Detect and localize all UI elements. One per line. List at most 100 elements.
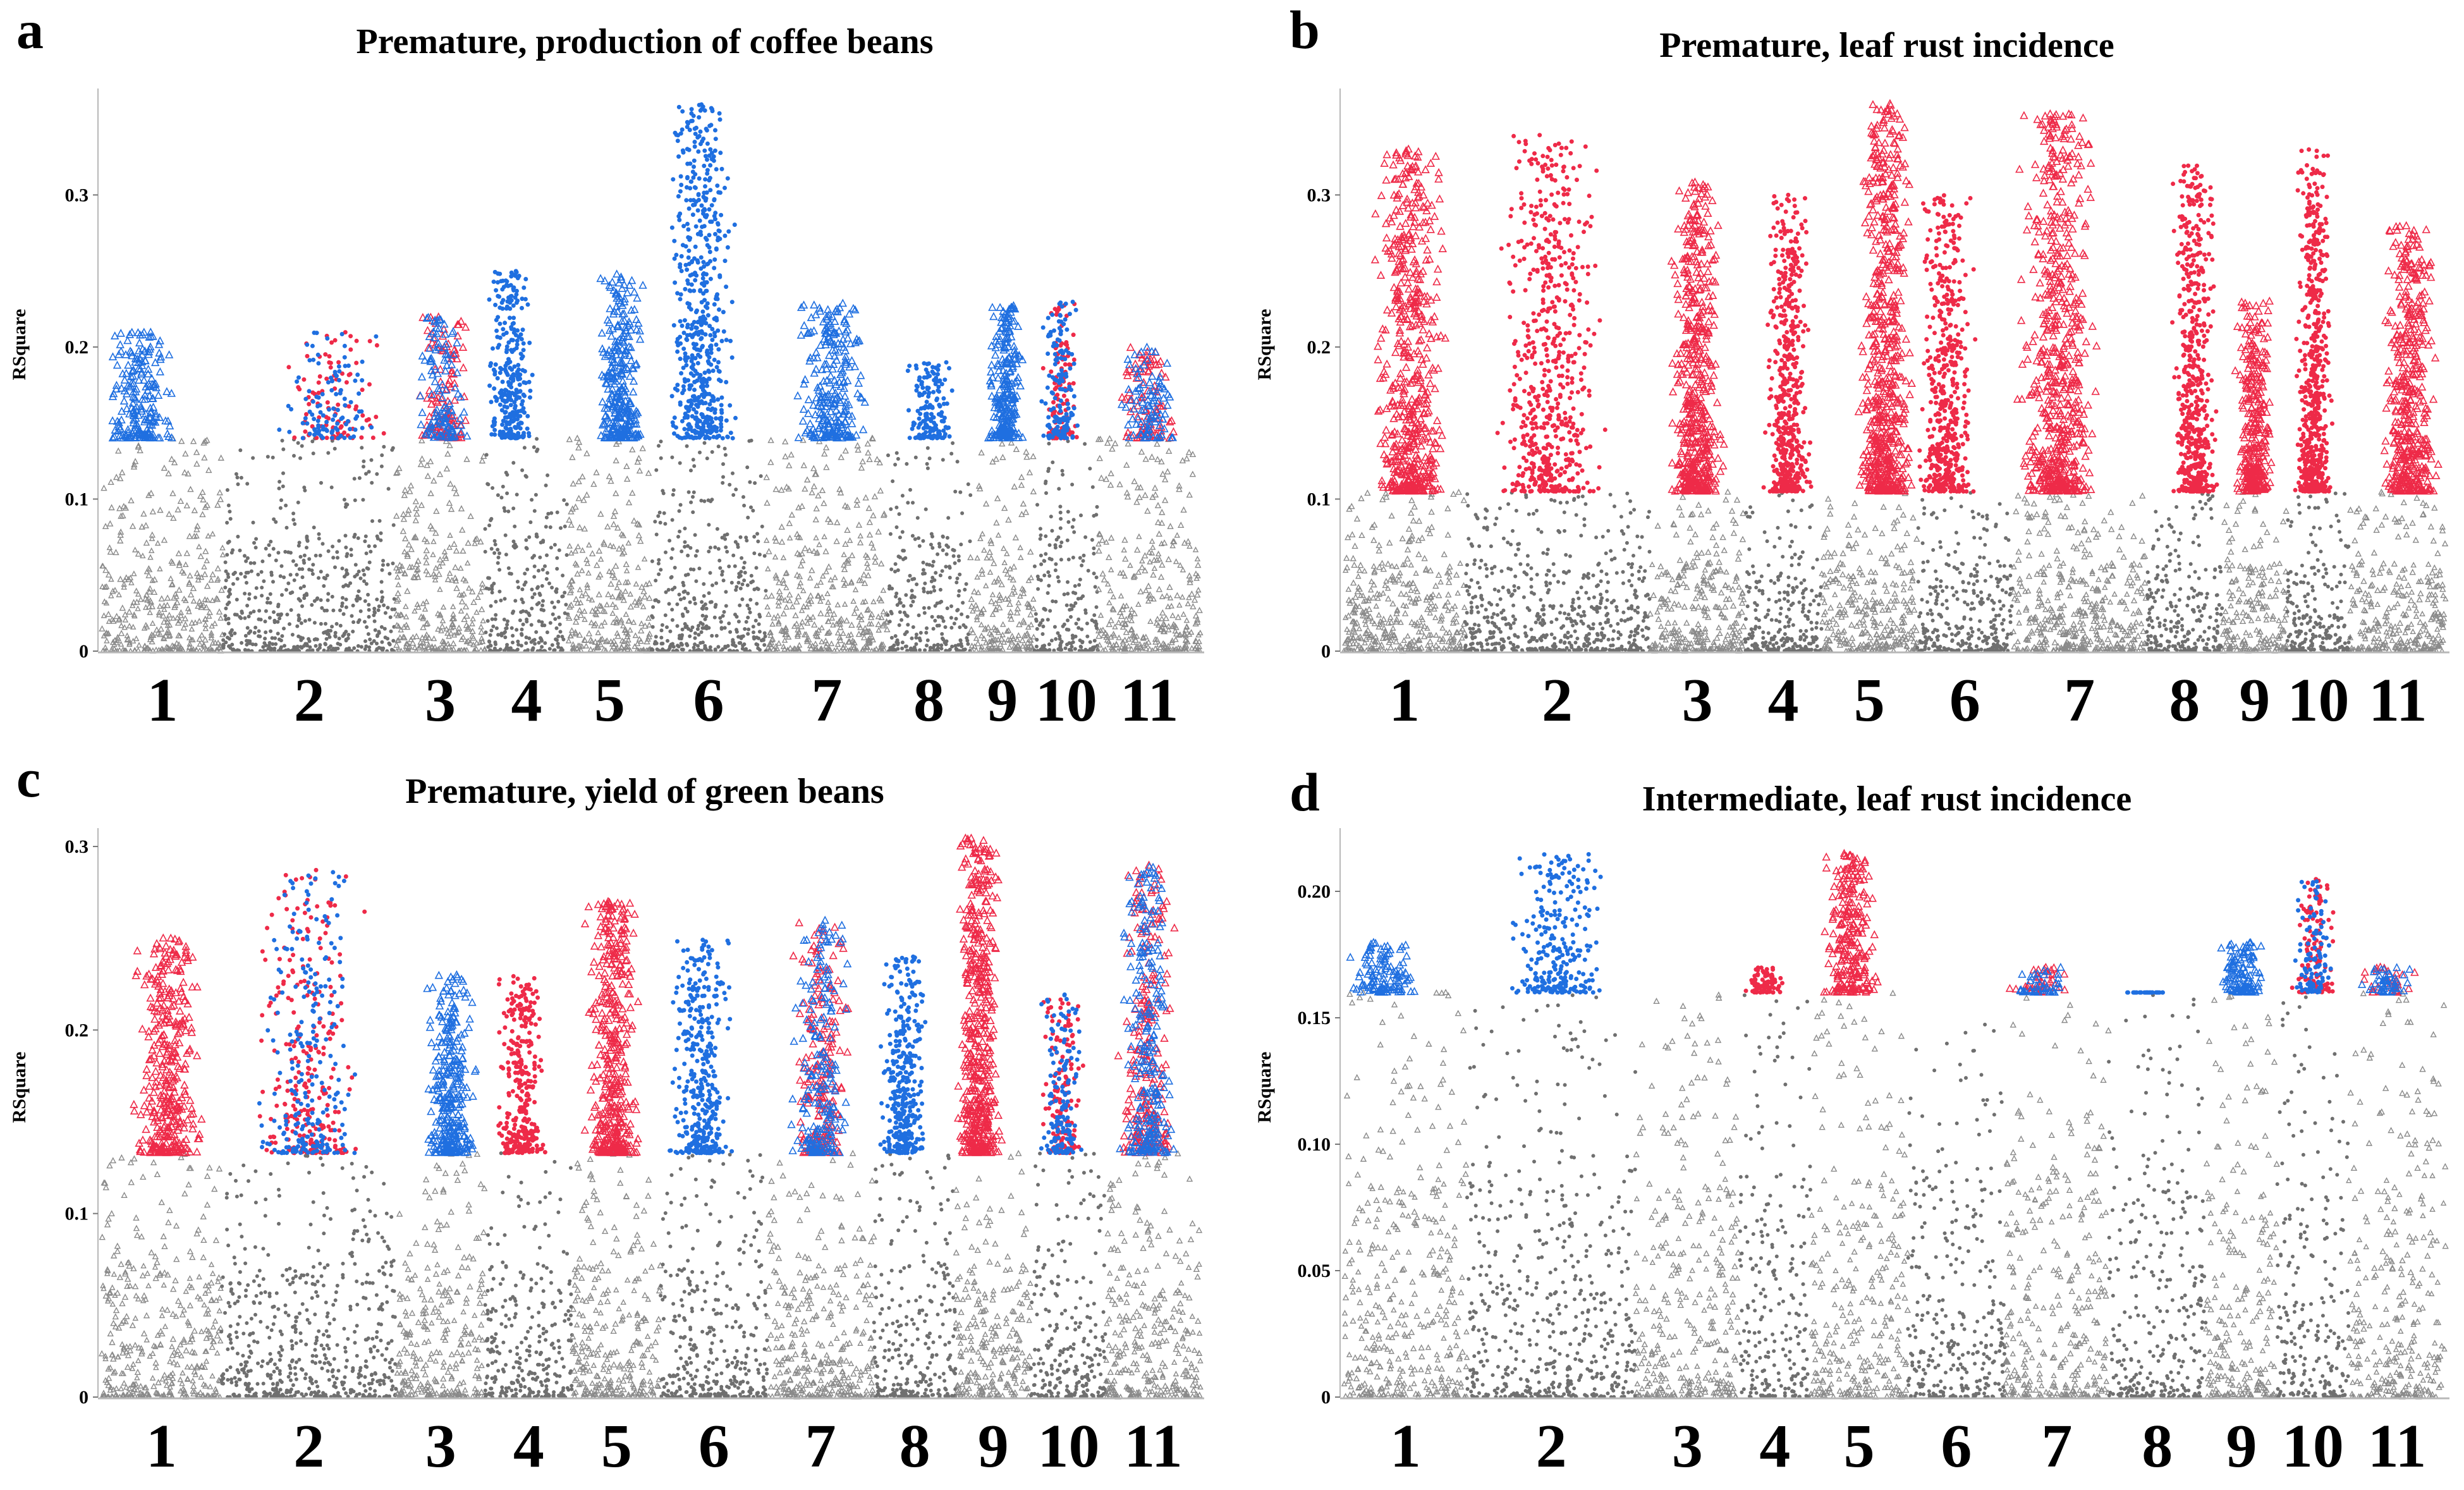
non-significant-markers xyxy=(967,439,1037,654)
y-tick-label: 0 xyxy=(1321,641,1331,662)
chart-title: Premature, production of coffee beans xyxy=(356,22,934,61)
chromosome-10-points xyxy=(2284,147,2352,653)
significant-markers-red xyxy=(1820,848,1882,996)
significant-markers-blue xyxy=(2357,963,2414,996)
non-significant-markers xyxy=(2275,995,2351,1399)
chromosome-label: 8 xyxy=(913,666,944,735)
significant-markers-blue xyxy=(423,970,480,1156)
chromosome-label: 10 xyxy=(1037,1412,1099,1481)
chromosome-3-points xyxy=(1632,991,1741,1400)
chromosome-label: 9 xyxy=(978,1412,1009,1481)
significant-markers-red xyxy=(1495,133,1607,494)
chromosome-label: 5 xyxy=(601,1412,632,1481)
chromosome-10-points xyxy=(2275,877,2351,1399)
chromosome-label: 10 xyxy=(1035,666,1097,735)
y-axis-label: RSquare xyxy=(1254,1052,1275,1123)
significant-markers-red xyxy=(953,833,1006,1156)
non-significant-markers xyxy=(1341,989,1470,1400)
chromosome-label: 8 xyxy=(2142,1412,2173,1481)
chromosome-label: 9 xyxy=(2239,666,2270,735)
non-significant-markers xyxy=(1341,488,1468,654)
y-tick-label: 0 xyxy=(79,1387,88,1408)
chromosome-label: 2 xyxy=(1536,1412,1567,1481)
non-significant-markers xyxy=(1738,993,1812,1399)
significant-markers-red xyxy=(2293,147,2334,494)
manhattan-plot-a: 0 0.1 0.2 0.3 RSquare 1 2 3 4 5 6 7 8 9 10 11 xyxy=(9,89,1204,735)
non-significant-markers xyxy=(2345,989,2449,1400)
y-tick-label: 0 xyxy=(1321,1387,1331,1408)
chart-title: Premature, leaf rust incidence xyxy=(1659,26,2114,65)
chromosome-label: 6 xyxy=(1949,666,1980,735)
chromosome-label: 4 xyxy=(1759,1412,1790,1481)
significant-markers-blue xyxy=(2293,879,2333,995)
non-significant-markers xyxy=(1808,989,1912,1400)
significant-markers-red xyxy=(1667,177,1728,495)
chromosome-11-points xyxy=(1095,342,1204,654)
non-significant-markers xyxy=(483,437,570,653)
chromosome-label: 4 xyxy=(511,666,542,735)
significant-markers-blue xyxy=(1116,862,1178,1156)
chromosome-label: 6 xyxy=(693,666,724,735)
y-axis-label: RSquare xyxy=(1254,309,1275,381)
chromosome-label: 7 xyxy=(2064,666,2095,735)
chromosome-10-points xyxy=(1032,300,1100,653)
chart-title: Premature, yield of green beans xyxy=(405,772,884,811)
non-significant-markers xyxy=(219,1154,398,1399)
y-tick-label: 0 xyxy=(79,641,88,662)
chromosome-9-points xyxy=(967,301,1037,654)
chromosome-label: 5 xyxy=(1854,666,1885,735)
y-axis-label: RSquare xyxy=(9,1052,30,1123)
chromosome-4-points xyxy=(1738,965,1812,1399)
chromosome-9-points xyxy=(2203,937,2281,1400)
chromosome-1-points xyxy=(99,327,226,654)
chromosome-2-points xyxy=(1463,133,1652,653)
significant-markers-blue xyxy=(793,298,869,442)
chromosome-1-points xyxy=(1341,144,1468,654)
significant-markers-blue xyxy=(2125,990,2166,995)
chromosome-label: 1 xyxy=(1389,666,1420,735)
significant-markers-blue xyxy=(1117,342,1178,442)
chromosome-2-points xyxy=(219,867,398,1399)
y-tick-label: 0.3 xyxy=(65,185,89,205)
chromosome-label: 11 xyxy=(2369,666,2427,735)
non-significant-markers xyxy=(1915,491,2015,653)
non-significant-markers xyxy=(483,1151,574,1399)
chromosome-label: 6 xyxy=(1941,1412,1972,1481)
y-tick-label: 0.05 xyxy=(1298,1261,1331,1281)
chromosome-3-points xyxy=(393,312,488,654)
significant-markers-blue xyxy=(787,915,852,1156)
y-tick-label: 0.20 xyxy=(1298,881,1331,902)
significant-markers-blue xyxy=(416,312,472,441)
y-tick-label: 0.3 xyxy=(65,836,89,857)
y-tick-label: 0.1 xyxy=(65,1204,89,1224)
chromosome-2-points xyxy=(1465,852,1637,1399)
significant-markers-red xyxy=(496,974,547,1156)
chromosome-7-points xyxy=(2002,962,2112,1400)
significant-markers-blue xyxy=(1510,852,1603,995)
chromosome-label: 3 xyxy=(1682,666,1713,735)
y-tick-label: 0.15 xyxy=(1298,1008,1331,1029)
chromosome-label: 3 xyxy=(1672,1412,1703,1481)
chromosome-11-points xyxy=(2345,962,2449,1400)
chromosome-label: 7 xyxy=(811,666,842,735)
chromosome-label: 2 xyxy=(294,666,325,735)
significant-markers-blue xyxy=(487,269,535,441)
panel-letter: a xyxy=(16,0,44,60)
significant-markers-red xyxy=(1743,965,1784,995)
non-significant-markers xyxy=(1095,435,1204,654)
significant-markers-red xyxy=(2013,109,2101,495)
significant-markers-blue xyxy=(1039,992,1084,1156)
chromosome-label: 5 xyxy=(1844,1412,1875,1481)
y-tick-label: 0.2 xyxy=(1307,337,1331,358)
chromosome-4-points xyxy=(483,269,570,653)
y-tick-label: 0.3 xyxy=(1307,185,1331,205)
chromosome-1-points xyxy=(98,933,224,1400)
chromosome-3-points xyxy=(394,970,488,1400)
chromosome-label: 9 xyxy=(987,666,1018,735)
significant-markers-red xyxy=(130,933,206,1156)
chromosome-label: 3 xyxy=(425,666,456,735)
chromosome-label: 4 xyxy=(1768,666,1799,735)
chromosome-label: 8 xyxy=(900,1412,930,1481)
non-significant-markers xyxy=(1465,993,1637,1399)
